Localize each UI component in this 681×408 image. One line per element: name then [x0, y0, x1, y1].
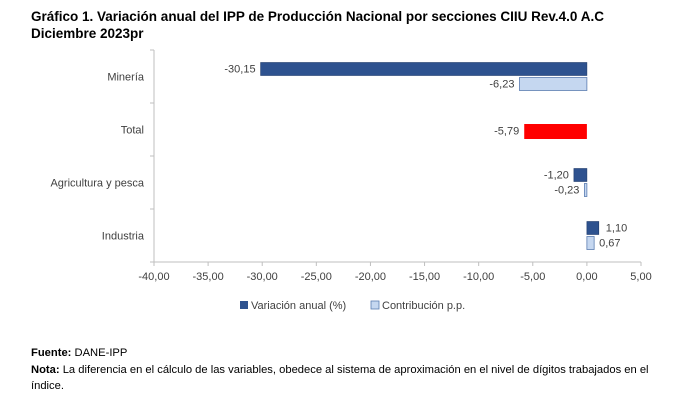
- legend-label-contribucion: Contribución p.p.: [382, 300, 465, 312]
- note-line: Nota: La diferencia en el cálculo de las…: [31, 362, 671, 395]
- chart-subtitle: Diciembre 2023pr: [31, 26, 144, 41]
- x-tick-label: -40,00: [138, 271, 169, 283]
- source-text: DANE-IPP: [71, 347, 128, 359]
- bar-variacion: [573, 168, 588, 182]
- bar-chart: -40,00 -35,00 -30,00 -25,00 -20,00 -15,00 -10,…: [50, 49, 652, 312]
- bar-total: [524, 124, 587, 139]
- x-tick-label: -10,00: [463, 271, 494, 283]
- bar-variacion: [260, 62, 588, 76]
- source-line: Fuente: DANE-IPP: [31, 345, 671, 362]
- note-text: La diferencia en el cálculo de las varia…: [31, 363, 649, 393]
- x-tick-label: 5,00: [630, 271, 651, 283]
- chart-title-line1: Gráfico 1. Variación anual del IPP de Pr…: [31, 9, 604, 24]
- legend-label-variacion: Variación anual (%): [251, 300, 346, 312]
- category-label: Industria: [102, 231, 145, 243]
- bar-variacion: [586, 221, 600, 235]
- legend-swatch-variacion: [240, 301, 248, 309]
- x-tick-label: 0,00: [576, 271, 597, 283]
- legend-swatch-contribucion: [370, 300, 380, 310]
- data-label-variacion: -1,20: [544, 170, 569, 182]
- data-label-contribucion: 0,67: [599, 238, 620, 250]
- chart-footer: Fuente: DANE-IPP Nota: La diferencia en …: [31, 345, 671, 395]
- bar-contribucion: [519, 77, 588, 91]
- chart-title: Gráfico 1. Variación anual del IPP de Pr…: [31, 8, 671, 42]
- bar-contribucion: [583, 183, 588, 197]
- category-label: Agricultura y pesca: [50, 178, 144, 190]
- x-tick-label: -20,00: [355, 271, 386, 283]
- x-tick-label: -15,00: [409, 271, 440, 283]
- data-label-variacion: 1,10: [606, 223, 627, 235]
- source-label: Fuente:: [31, 347, 72, 359]
- note-label: Nota:: [31, 363, 60, 376]
- category-label: Total: [121, 125, 144, 137]
- bar-contribucion: [586, 236, 595, 250]
- data-label-contribucion: -0,23: [554, 185, 579, 197]
- data-label-contribucion: -6,23: [489, 79, 514, 91]
- x-tick-label: -35,00: [193, 271, 224, 283]
- category-label: Minería: [107, 72, 145, 84]
- x-tick-label: -25,00: [301, 271, 332, 283]
- data-label-variacion: -30,15: [224, 64, 255, 76]
- x-tick-label: -5,00: [520, 271, 545, 283]
- x-tick-label: -30,00: [247, 271, 278, 283]
- data-label-total: -5,79: [494, 126, 519, 138]
